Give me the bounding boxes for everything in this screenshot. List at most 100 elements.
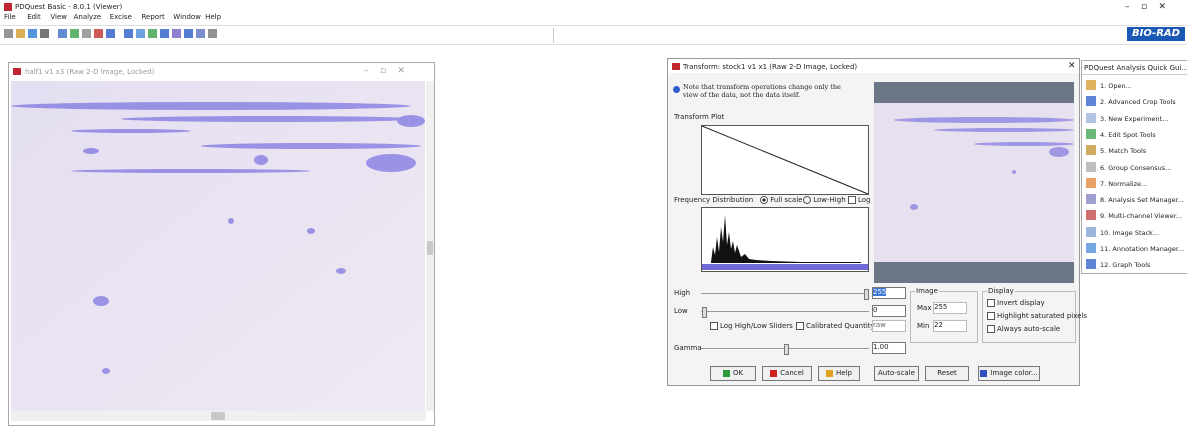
- display-option[interactable]: Always auto-scale: [987, 325, 1060, 333]
- toolbar-button[interactable]: [136, 29, 145, 38]
- image-group: Image Max 255 Min 22: [910, 287, 978, 343]
- log-sliders-checkbox[interactable]: Log High/Low Sliders: [710, 322, 793, 330]
- calibrated-label: Calibrated Quantity: [806, 322, 875, 330]
- toolbar-button[interactable]: [28, 29, 37, 38]
- dialog-titlebar: [668, 59, 1079, 73]
- guide-item[interactable]: 4. Edit Spot Tools: [1100, 130, 1156, 139]
- group-title: Display: [987, 287, 1015, 295]
- guide-icon: [1086, 96, 1096, 107]
- button-label: Image color...: [990, 369, 1038, 377]
- toolbar-button[interactable]: [70, 29, 79, 38]
- guide-item[interactable]: 10. Image Stack...: [1100, 228, 1160, 237]
- toolbar-button[interactable]: [184, 29, 193, 38]
- button-label: OK: [732, 369, 744, 377]
- dialog-button[interactable]: Reset: [925, 366, 969, 381]
- guide-item[interactable]: 1. Open...: [1100, 82, 1132, 90]
- divider: [1082, 74, 1187, 75]
- guide-icon: [1086, 177, 1096, 188]
- quantity-input: raw: [872, 320, 906, 332]
- high-input[interactable]: 255: [872, 287, 906, 299]
- display-option[interactable]: Invert display: [987, 299, 1045, 307]
- guide-item[interactable]: 11. Annotation Manager...: [1100, 245, 1185, 253]
- guide-item[interactable]: 12. Graph Tools: [1100, 261, 1151, 270]
- guide-item[interactable]: 5. Match Tools: [1100, 147, 1147, 156]
- low-value: 0: [873, 306, 878, 314]
- vertical-scrollbar[interactable]: [426, 81, 434, 411]
- info-icon: [673, 86, 680, 93]
- window-controls[interactable]: – ▫ ✕: [364, 66, 406, 76]
- low-slider[interactable]: [701, 307, 869, 318]
- close-button[interactable]: ✕: [1068, 61, 1076, 71]
- menu-item[interactable]: Analyze: [73, 13, 102, 21]
- guide-item[interactable]: 9. Multi-channel Viewer...: [1100, 212, 1182, 221]
- dialog-button[interactable]: OK: [710, 366, 756, 381]
- toolbar-button[interactable]: [4, 29, 13, 38]
- low-input[interactable]: 0: [872, 305, 906, 317]
- window-controls[interactable]: – ▫ ✕: [1125, 2, 1167, 12]
- window-title: half1 v1 x3 (Raw 2-D Image, Locked): [25, 68, 155, 76]
- toolbar-button[interactable]: [148, 29, 157, 38]
- image-window: half1 v1 x3 (Raw 2-D Image, Locked) – ▫ …: [8, 62, 435, 426]
- guide-item[interactable]: 7. Normalize...: [1100, 179, 1148, 188]
- dialog-icon: [672, 63, 680, 70]
- guide-item[interactable]: 6. Group Consensus...: [1100, 163, 1172, 172]
- dialog-button[interactable]: Help: [818, 366, 860, 381]
- calibrated-checkbox[interactable]: Calibrated Quantity: [796, 322, 875, 330]
- scale-option[interactable]: Low-High: [803, 196, 846, 204]
- guide-icon: [1086, 112, 1096, 123]
- toolbar-button[interactable]: [16, 29, 25, 38]
- dialog-button[interactable]: Auto-scale: [874, 366, 919, 381]
- guide-icon: [1086, 259, 1096, 270]
- log-sliders-label: Log High/Low Sliders: [720, 322, 793, 330]
- toolbar-button[interactable]: [160, 29, 169, 38]
- log-checkbox[interactable]: Log: [848, 196, 871, 204]
- note-text: Note that transform operations change on…: [683, 83, 841, 99]
- menu-item[interactable]: Window: [173, 13, 201, 21]
- dialog-button[interactable]: Image color...: [978, 366, 1040, 381]
- max-label: Max: [917, 304, 932, 312]
- low-label: Low: [674, 307, 688, 315]
- toolbar-button[interactable]: [82, 29, 91, 38]
- menu-item[interactable]: Edit: [27, 13, 41, 21]
- toolbar-button[interactable]: [106, 29, 115, 38]
- toolbar-button[interactable]: [196, 29, 205, 38]
- menu-item[interactable]: Excise: [109, 13, 132, 21]
- scale-option[interactable]: Full scale: [760, 196, 802, 204]
- frequency-histogram: [701, 207, 869, 272]
- menu-item[interactable]: File: [4, 13, 16, 21]
- min-label: Min: [917, 322, 930, 330]
- dialog-button[interactable]: Cancel: [762, 366, 812, 381]
- horizontal-scrollbar[interactable]: [11, 411, 426, 421]
- guide-icon: [1086, 226, 1096, 237]
- guide-item[interactable]: 2. Advanced Crop Tools: [1100, 98, 1176, 107]
- app-title: PDQuest Basic - 8.0.1 (Viewer): [15, 3, 123, 11]
- guide-item[interactable]: 3. New Experiment...: [1100, 114, 1169, 123]
- toolbar-button[interactable]: [208, 29, 217, 38]
- app-icon: [4, 3, 12, 11]
- toolbar-button[interactable]: [94, 29, 103, 38]
- high-label: High: [674, 289, 691, 297]
- menu-item[interactable]: Help: [205, 13, 222, 21]
- toolbar-button[interactable]: [40, 29, 49, 38]
- button-icon: [770, 369, 778, 377]
- guide-icon: [1086, 80, 1096, 90]
- guide-item[interactable]: 8. Analysis Set Manager...: [1100, 196, 1184, 205]
- min-value: 22: [934, 321, 943, 329]
- toolbar-button[interactable]: [172, 29, 181, 38]
- gamma-slider[interactable]: [701, 344, 869, 355]
- toolbar-border: [0, 25, 1187, 26]
- log-label: Log: [858, 196, 871, 204]
- display-option-label: Highlight saturated pixels: [997, 312, 1088, 320]
- display-option[interactable]: Highlight saturated pixels: [987, 312, 1087, 320]
- scale-option-label: Full scale: [770, 196, 803, 204]
- toolbar-button[interactable]: [124, 29, 133, 38]
- high-value: 255: [873, 288, 887, 296]
- toolbar-border: [0, 44, 1187, 45]
- menu-item[interactable]: View: [50, 13, 68, 21]
- toolbar-button[interactable]: [58, 29, 67, 38]
- button-label: Reset: [937, 369, 957, 377]
- gamma-input[interactable]: 1.00: [872, 342, 906, 354]
- menu-item[interactable]: Report: [141, 13, 165, 21]
- high-slider[interactable]: [701, 289, 869, 300]
